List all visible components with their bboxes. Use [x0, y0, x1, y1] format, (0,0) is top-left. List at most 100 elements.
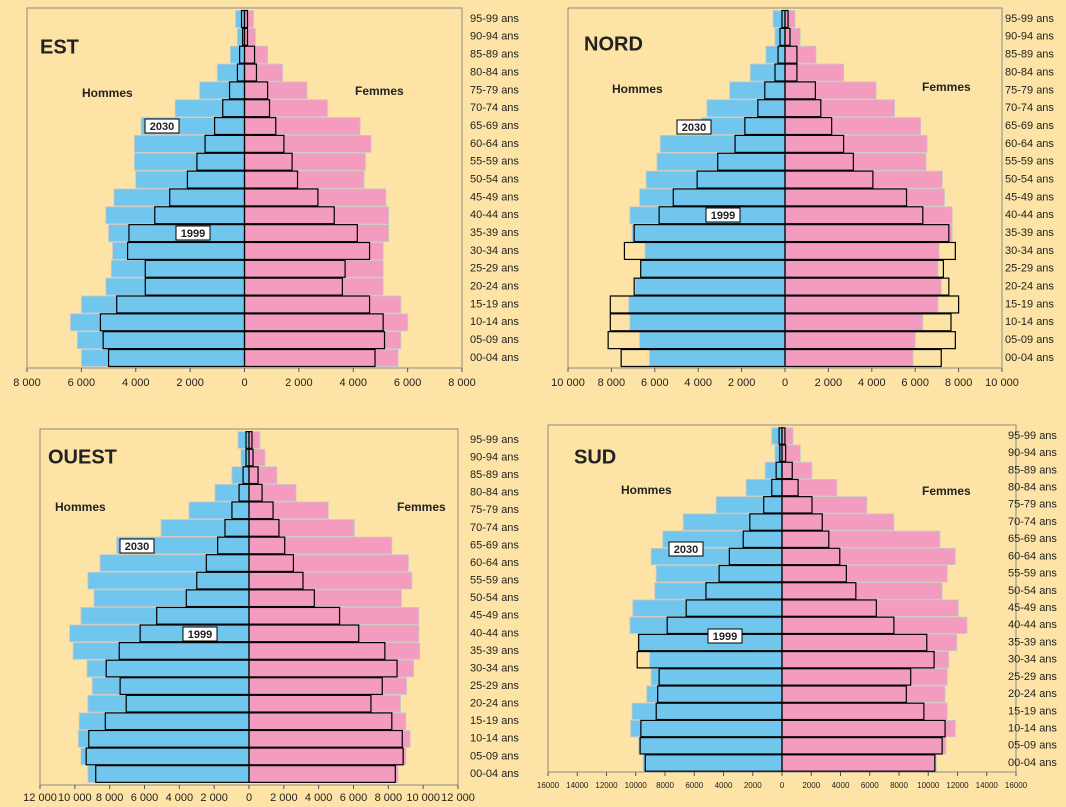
bar [784, 10, 796, 28]
bar [631, 702, 783, 720]
outline-bar [243, 348, 376, 368]
women-label: Femmes [355, 84, 404, 98]
bar [248, 642, 421, 660]
outline-bar [784, 9, 789, 29]
x-tick-label: 0 [241, 377, 247, 389]
x-tick-label: 10000 [917, 781, 940, 790]
bar [654, 582, 783, 600]
x-tick-label: 4 000 [858, 377, 886, 389]
x-tick-label: 6000 [685, 781, 703, 790]
y-tick-label: 90-94 ans [1008, 447, 1057, 459]
bar [648, 349, 786, 367]
y-tick-label: 80-84 ans [470, 66, 519, 78]
bar [784, 63, 844, 82]
outline-bar [781, 427, 786, 445]
bar [634, 277, 786, 296]
bar [244, 117, 361, 135]
x-tick-label: 4 000 [339, 377, 367, 389]
outline-bar [781, 685, 907, 703]
outline-bar [248, 589, 315, 608]
outline-bar [784, 313, 952, 332]
outline-bar [784, 241, 956, 261]
outline-bar [784, 295, 960, 314]
bar [781, 496, 868, 514]
bar [781, 702, 948, 720]
y-tick-label: 70-74 ans [470, 522, 519, 534]
bar [781, 599, 959, 617]
outline-bar [243, 9, 249, 29]
outline-bar [784, 116, 833, 136]
bar [112, 242, 245, 260]
outline-bar [243, 331, 386, 350]
x-tick-label: 16000 [1005, 781, 1028, 790]
bar [248, 730, 411, 748]
y-tick-label: 60-64 ans [1005, 138, 1054, 150]
outline-bar [248, 466, 259, 485]
bar [80, 349, 245, 367]
bar [784, 313, 924, 332]
bar [105, 206, 245, 225]
year-label-box [705, 207, 741, 223]
y-tick-label: 85-89 ans [1008, 464, 1057, 476]
bar [745, 479, 783, 497]
outline-bar [784, 63, 798, 82]
bar [248, 659, 414, 678]
bar [244, 81, 308, 100]
outline-bar [781, 702, 925, 721]
men-label: Hommes [82, 86, 133, 100]
x-tick-label: 14000 [976, 781, 999, 790]
outline-bar [248, 606, 341, 625]
y-tick-label: 80-84 ans [1008, 482, 1057, 494]
y-tick-label: 20-24 ans [470, 698, 519, 710]
x-tick-label: 4000 [832, 781, 850, 790]
bar [784, 45, 817, 64]
outline-bar [781, 633, 928, 652]
bar [715, 496, 783, 514]
y-tick-label: 85-89 ans [470, 49, 519, 61]
bar [216, 63, 245, 82]
year-label: 1999 [188, 629, 212, 641]
x-tick-label: 8 000 [598, 377, 626, 389]
bar [629, 313, 786, 332]
outline-bar [243, 224, 358, 243]
bar [93, 589, 250, 607]
women-label: Femmes [922, 484, 971, 498]
y-tick-label: 10-14 ans [1005, 316, 1054, 328]
x-tick-label: 8 000 [96, 792, 124, 804]
y-tick-label: 95-99 ans [1008, 430, 1057, 442]
bar [231, 466, 250, 484]
year-label-box [175, 225, 211, 241]
outline-bar [243, 45, 256, 64]
bar [244, 152, 366, 171]
bar [629, 616, 783, 634]
bar [244, 10, 254, 28]
y-tick-label: 35-39 ans [470, 645, 519, 657]
outline-bar [243, 313, 384, 332]
year-label: 1999 [711, 210, 735, 222]
bar [248, 431, 261, 449]
bar [784, 99, 895, 118]
bar [248, 747, 407, 766]
y-tick-label: 25-29 ans [470, 263, 519, 275]
x-tick-label: 6 000 [68, 377, 96, 389]
bar [72, 642, 250, 660]
outline-bar [243, 152, 293, 171]
outline-bar [781, 582, 857, 600]
y-tick-label: 05-09 ans [470, 334, 519, 346]
y-tick-label: 90-94 ans [1005, 31, 1054, 43]
chart-title: NORD [584, 33, 643, 55]
bar [639, 331, 786, 350]
outline-bar [248, 624, 360, 643]
x-tick-label: 6 000 [340, 792, 368, 804]
x-tick-label: 4 000 [166, 792, 194, 804]
outline-bar [243, 277, 343, 296]
outline-bar [784, 348, 942, 368]
y-tick-label: 50-54 ans [470, 173, 519, 185]
bar [248, 624, 420, 643]
bar [80, 295, 245, 314]
y-tick-label: 65-69 ans [1005, 120, 1054, 132]
bar [105, 277, 245, 296]
y-tick-label: 15-19 ans [1005, 298, 1054, 310]
bar [784, 206, 953, 225]
